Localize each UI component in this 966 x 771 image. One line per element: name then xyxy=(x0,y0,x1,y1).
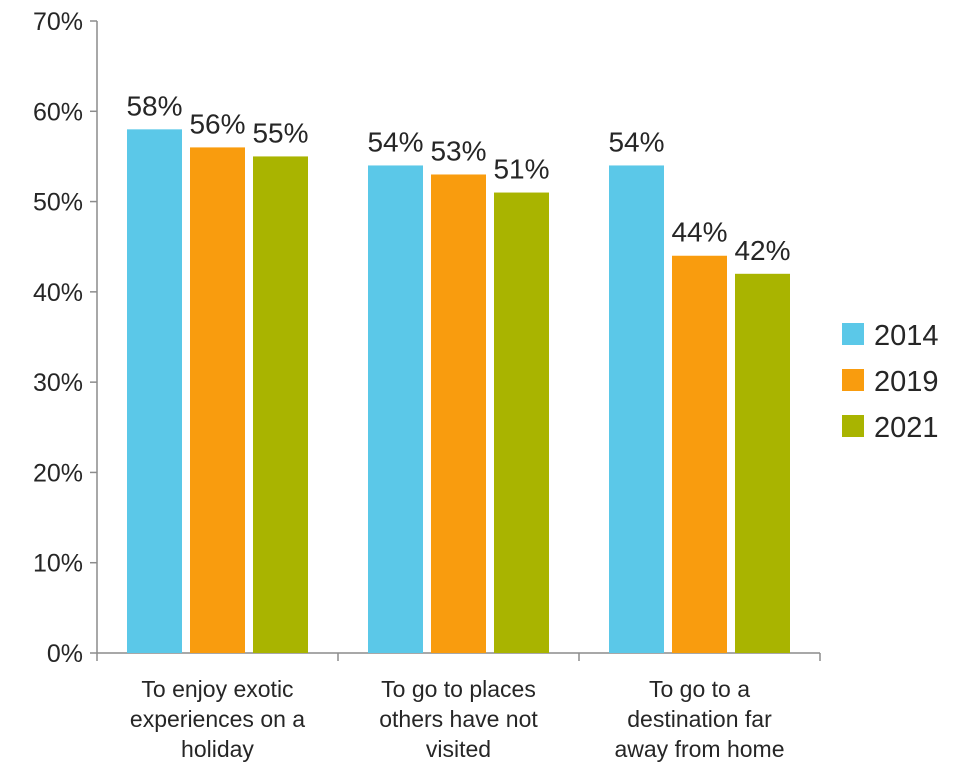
y-tick-label: 60% xyxy=(33,98,83,126)
category-label-line: others have not xyxy=(379,706,538,732)
data-label-2014: 54% xyxy=(367,126,423,157)
bar-2014 xyxy=(368,165,423,653)
bar-2019 xyxy=(672,255,727,653)
y-tick-label: 0% xyxy=(47,640,83,668)
data-label-2021: 42% xyxy=(734,235,790,266)
data-label-2019: 56% xyxy=(189,108,245,139)
bar-2021 xyxy=(735,273,790,653)
legend-label-2014: 2014 xyxy=(874,320,939,352)
legend-swatch-2014 xyxy=(842,323,864,345)
category-label-line: away from home xyxy=(614,736,784,762)
bar-2021 xyxy=(494,192,549,654)
data-labels-group: 58%56% 55% 54% 53%51%54%44%42% xyxy=(126,90,790,265)
bar-2014 xyxy=(127,129,182,654)
category-label: To go to places others have not visited xyxy=(379,676,538,762)
y-tick-label: 70% xyxy=(33,8,83,36)
data-label-2019: 44% xyxy=(671,217,727,248)
legend: 2014 2019 2021 xyxy=(842,320,939,444)
legend-swatch-2019 xyxy=(842,369,864,391)
bar-series-group xyxy=(127,129,790,654)
bar-2014 xyxy=(609,165,664,653)
y-tick-label: 50% xyxy=(33,189,83,217)
category-label-line: To go to places xyxy=(381,676,536,702)
bar-2021 xyxy=(253,156,308,653)
category-labels-group: To enjoy exotic experiences on a holidayTo… xyxy=(130,676,785,762)
legend-label-2021: 2021 xyxy=(874,412,939,444)
y-axis: 0% 10% 20% 30% 40% 50% 60% 70% xyxy=(33,8,98,668)
legend-label-2019: 2019 xyxy=(874,366,939,398)
x-axis xyxy=(96,652,821,661)
category-label-line: destination far xyxy=(627,706,772,732)
data-label-2021: 55% xyxy=(252,117,308,148)
category-label-line: experiences on a xyxy=(130,706,305,732)
y-tick-label: 30% xyxy=(33,369,83,397)
bar-2019 xyxy=(190,147,245,653)
bar-2019 xyxy=(431,174,486,653)
category-label-line: visited xyxy=(426,736,491,762)
data-label-2014: 54% xyxy=(608,126,664,157)
category-label: To enjoy exotic experiences on a holiday xyxy=(130,676,305,762)
data-label-2014: 58% xyxy=(126,90,182,121)
y-tick-label: 20% xyxy=(33,459,83,487)
category-label-line: To go to a xyxy=(649,676,750,702)
category-label: To go to a destination far away from home xyxy=(614,676,784,762)
data-label-2021: 51% xyxy=(493,154,549,185)
category-label-line: To enjoy exotic xyxy=(141,676,293,702)
y-tick-label: 40% xyxy=(33,279,83,307)
legend-swatch-2021 xyxy=(842,415,864,437)
category-label-line: holiday xyxy=(181,736,254,762)
data-label-2019: 53% xyxy=(430,135,486,166)
y-tick-label: 10% xyxy=(33,550,83,578)
